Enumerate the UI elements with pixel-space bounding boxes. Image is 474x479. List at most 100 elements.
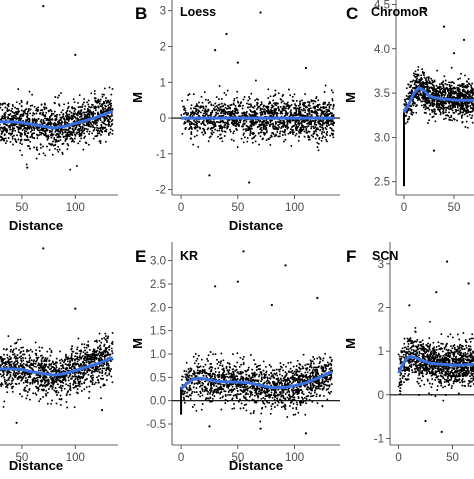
data-point: [304, 432, 308, 435]
data-point: [432, 149, 436, 152]
data-point-cloud: [180, 351, 334, 423]
y-tick-label: 4.5: [374, 0, 390, 11]
y-tick-label: 2.5: [150, 279, 166, 291]
y-tick-label: 1: [160, 77, 166, 89]
data-point: [452, 52, 456, 55]
plot-area: [172, 11, 340, 184]
data-point: [422, 7, 426, 10]
data-point: [259, 427, 262, 430]
x-axis-title: Distance: [9, 218, 63, 233]
data-point: [26, 166, 29, 169]
x-axis-title: Distance: [229, 218, 283, 233]
data-point: [214, 48, 217, 52]
y-axis-title: M: [343, 92, 358, 103]
data-point: [15, 421, 18, 424]
y-tick-label: 3.0: [374, 132, 390, 144]
data-point: [467, 282, 470, 285]
data-point: [284, 264, 287, 267]
y-tick-label: -1: [156, 149, 166, 161]
y-axis-title: M: [130, 92, 145, 103]
panel-f: 0 50 -1 0 1 2 3 M F SCN: [343, 242, 474, 464]
x-tick-label: 50: [231, 202, 244, 214]
data-point: [208, 425, 211, 428]
plot-area: [0, 4, 114, 171]
y-tick-label: 1.5: [150, 326, 166, 338]
panel-letter: B: [135, 4, 147, 23]
smooth-curve: [180, 370, 333, 391]
data-point: [42, 247, 45, 250]
x-tick-label: 0: [178, 452, 184, 464]
x-tick-label: 0: [395, 452, 401, 464]
x-tick-label: 0: [401, 202, 407, 214]
y-tick-label: 2: [378, 302, 384, 314]
data-point: [435, 291, 438, 294]
y-tick-label: 0.5: [150, 372, 166, 384]
data-point-cloud: [0, 86, 114, 171]
data-point: [440, 430, 443, 434]
data-point: [304, 66, 308, 70]
data-point: [214, 285, 217, 288]
data-point: [42, 4, 45, 8]
y-tick-label: 3.0: [150, 256, 166, 268]
y-tick-label: 0: [160, 113, 166, 125]
smooth-curve: [0, 356, 114, 377]
data-point: [225, 32, 228, 36]
y-tick-label: 3: [160, 6, 166, 18]
x-tick-label: 50: [446, 452, 459, 464]
plot-area: [390, 260, 474, 434]
data-point: [248, 181, 251, 184]
y-tick-label: 2.5: [374, 177, 390, 189]
panel-letter: E: [135, 247, 146, 266]
y-tick-label: 2: [160, 42, 166, 54]
x-tick-label: 0: [178, 202, 184, 214]
smooth-curve: [397, 354, 474, 374]
smooth-curve: [0, 109, 114, 130]
data-point: [208, 174, 211, 177]
y-tick-label: 4.0: [374, 44, 390, 56]
plot-area: [172, 250, 340, 435]
data-point: [445, 260, 449, 263]
data-point: [236, 280, 239, 283]
data-point: [100, 409, 104, 412]
data-point: [270, 303, 273, 307]
data-point: [316, 296, 319, 300]
y-tick-label: -2: [156, 185, 166, 197]
y-tick-label: 0.0: [150, 396, 166, 408]
y-tick-label: 3: [378, 259, 384, 271]
y-tick-label: 2.0: [150, 302, 166, 314]
data-point: [259, 11, 262, 14]
smooth-curve: [402, 86, 474, 114]
panel-b: 0 50 100 -2 -1 0 1 2 3 Distance M B Loess: [130, 0, 340, 233]
data-point: [236, 61, 239, 64]
data-point-cloud: [180, 79, 336, 152]
panel-c: 0 50 2.5 3.0 3.5 4.0 4.5 M C ChromoR: [343, 0, 474, 214]
y-tick-label: 1.0: [150, 349, 166, 361]
panel-letter: F: [346, 247, 356, 266]
x-tick-label: 50: [16, 452, 29, 464]
panel-method-label: ChromoR: [371, 5, 428, 19]
panel-e: 0 50 100 -0.5 0.0 0.5 1.0 1.5 2.0 2.5 3.0 Distance M…: [130, 242, 340, 473]
y-tick-label: 0: [378, 390, 384, 402]
x-tick-label: 50: [231, 452, 244, 464]
data-point: [74, 53, 77, 56]
panel-method-label: SCN: [372, 249, 398, 263]
y-axis-title: M: [343, 338, 358, 349]
y-axis-title: M: [130, 338, 145, 349]
data-point: [74, 307, 77, 310]
y-tick-label: -1: [374, 433, 384, 445]
panel-letter: C: [346, 4, 358, 23]
x-tick-label: 100: [285, 202, 304, 214]
data-point: [462, 38, 466, 41]
data-point: [242, 250, 245, 253]
data-point-cloud: [397, 320, 474, 402]
x-axis-title: Distance: [9, 458, 63, 473]
x-axis-title: Distance: [229, 458, 283, 473]
plot-area: [402, 7, 474, 187]
y-tick-label: 1: [378, 346, 384, 358]
x-tick-label: 50: [448, 202, 461, 214]
panel-method-label: Loess: [180, 5, 216, 19]
